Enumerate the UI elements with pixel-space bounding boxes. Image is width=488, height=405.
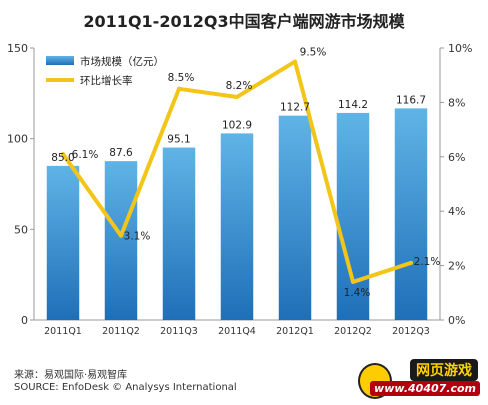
line-point — [293, 59, 297, 64]
line-value-label: 3.1% — [124, 231, 151, 243]
line-point — [61, 152, 65, 157]
watermark-top-text: 网页游戏 — [410, 359, 478, 381]
y-right-tick-label: 4% — [448, 205, 465, 218]
y-left-tick-label: 50 — [14, 223, 28, 236]
x-tick-label: 2012Q1 — [276, 326, 314, 337]
bar-value-label: 116.7 — [396, 94, 426, 106]
y-left-tick-label: 0 — [21, 314, 28, 327]
bar-value-label: 102.9 — [222, 119, 252, 131]
y-right-tick-label: 10% — [448, 42, 472, 55]
line-value-label: 9.5% — [300, 47, 327, 59]
bar-market-size — [162, 147, 196, 320]
y-right-tick-label: 8% — [448, 96, 465, 109]
bar-market-size — [220, 133, 254, 320]
x-tick-label: 2011Q4 — [218, 326, 256, 337]
x-tick-label: 2011Q3 — [160, 326, 198, 337]
x-tick-label: 2011Q2 — [102, 326, 140, 337]
chart-title: 2011Q1-2012Q3中国客户端网游市场规模 — [83, 12, 405, 31]
bar-market-size — [336, 112, 370, 321]
bar-market-size — [104, 161, 138, 320]
legend-label-line: 环比增长率 — [80, 74, 133, 87]
bar-market-size — [278, 115, 312, 321]
bar-market-size — [394, 108, 428, 320]
x-tick-label: 2011Q1 — [44, 326, 82, 337]
line-point — [409, 260, 413, 265]
watermark-url-text: www.40407.com — [370, 381, 480, 396]
y-right-tick-label: 2% — [448, 260, 465, 273]
line-value-label: 1.4% — [344, 287, 371, 299]
line-point — [177, 86, 181, 91]
line-point — [235, 94, 239, 99]
bar-value-label: 114.2 — [338, 99, 368, 111]
legend-label-bar: 市场规模（亿元） — [80, 55, 164, 68]
line-value-label: 8.5% — [168, 72, 195, 84]
line-value-label: 6.1% — [72, 149, 99, 161]
line-value-label: 8.2% — [226, 80, 253, 92]
watermark-logo: 网页游戏 www.40407.com — [356, 357, 482, 401]
y-right-tick-label: 6% — [448, 151, 465, 164]
source-line-en: SOURCE: EnfoDesk © Analysys Internationa… — [14, 382, 237, 393]
bar-value-label: 87.6 — [109, 147, 133, 159]
y-left-tick-label: 150 — [7, 42, 28, 55]
source-line-cn: 来源：易观国际·易观智库 — [14, 370, 128, 381]
bar-value-label: 112.7 — [280, 102, 310, 114]
x-tick-label: 2012Q3 — [392, 326, 430, 337]
line-point — [351, 279, 355, 284]
y-right-tick-label: 0% — [448, 314, 465, 327]
bar-market-size — [46, 165, 80, 320]
bar-value-label: 85.0 — [51, 152, 74, 164]
line-value-label: 2.1% — [414, 256, 441, 268]
line-point — [119, 233, 123, 238]
bar-value-label: 95.1 — [167, 134, 190, 146]
x-tick-label: 2012Q2 — [334, 326, 372, 337]
legend-swatch-bar — [46, 56, 74, 65]
y-left-tick-label: 100 — [7, 133, 28, 146]
